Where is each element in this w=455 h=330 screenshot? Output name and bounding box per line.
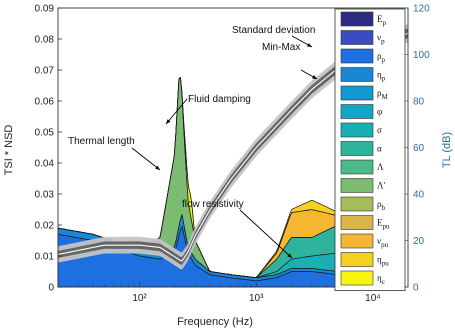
y-right-tick-label: 80 — [413, 97, 425, 108]
legend-swatch-3 — [340, 67, 374, 82]
y-tick-label: 0.06 — [35, 97, 55, 108]
legend-label-6: σ — [377, 125, 382, 135]
annotation-arrow-minmax-head — [312, 75, 317, 79]
y-right-tick-label: 100 — [413, 50, 430, 61]
legend-label-8: Λ — [377, 162, 384, 172]
legend-label-9: Λ' — [377, 181, 386, 191]
x-tick-label: 10⁴ — [365, 293, 380, 304]
y-axis-label: TSI * NSD — [3, 125, 15, 176]
annotation-flow-resistivity: flow resistivity — [182, 199, 244, 210]
y-tick-label: 0.03 — [35, 190, 55, 201]
y-tick-label: 0.08 — [35, 35, 55, 46]
legend-label-7: α — [377, 144, 382, 154]
legend-swatch-8 — [340, 159, 374, 175]
legend-swatch-6 — [340, 122, 374, 138]
legend-label-1: νp — [377, 33, 385, 46]
y-right-tick-label: 60 — [413, 143, 425, 154]
annotation-arrow-flow-head — [287, 253, 292, 258]
legend-swatch-12 — [340, 233, 374, 249]
legend-label-14: ηc — [377, 273, 385, 286]
x-tick-label: 10² — [132, 293, 147, 304]
y-right-tick-label: 0 — [413, 283, 419, 294]
y-tick-label: 0.05 — [35, 128, 55, 139]
legend-swatch-10 — [340, 196, 374, 212]
annotation-arrow-fluid-head — [166, 119, 171, 124]
legend-label-4: ρM — [377, 88, 389, 101]
y-tick-label: 0.09 — [35, 4, 55, 15]
legend-swatch-11 — [340, 215, 374, 230]
legend-label-5: φ — [377, 107, 382, 117]
x-axis-label: Frequency (Hz) — [177, 316, 253, 328]
annotation-fluid-damping: Fluid damping — [188, 94, 251, 105]
legend-label-3: ηp — [377, 70, 386, 83]
y-axis-label-right: TL (dB) — [441, 132, 453, 168]
legend-swatch-7 — [340, 141, 374, 156]
y-right-tick-label: 40 — [413, 190, 425, 201]
legend-swatch-14 — [340, 270, 374, 286]
annotation-arrow-fluid — [165, 98, 188, 125]
annotation-arrow-thermal-head — [155, 165, 160, 170]
y-tick-label: 0.02 — [35, 221, 55, 232]
legend-label-13: ηpu — [377, 255, 389, 268]
annotation-thermal-length: Thermal length — [68, 136, 135, 147]
y-tick-label: 0.01 — [35, 252, 55, 263]
y-tick-label: 0.07 — [35, 66, 55, 77]
y-right-tick-label: 20 — [413, 236, 425, 247]
legend-label-12: νpu — [377, 236, 389, 249]
legend-label-2: ρp — [377, 51, 386, 64]
y-tick-label: 0 — [48, 283, 54, 294]
legend-swatch-1 — [340, 30, 374, 45]
legend-swatch-9 — [340, 178, 374, 193]
legend-label-11: Epu — [377, 218, 390, 231]
legend-swatch-2 — [340, 48, 374, 64]
annotation-min-max: Min-Max — [262, 42, 300, 53]
legend-swatch-4 — [340, 85, 374, 101]
legend-swatch-13 — [340, 252, 374, 267]
legend-label-0: Ep — [377, 14, 387, 27]
annotation-arrow-flow — [239, 209, 293, 259]
legend-label-10: ρb — [377, 199, 386, 212]
legend-swatch-0 — [340, 11, 374, 27]
y-right-tick-label: 120 — [413, 4, 430, 15]
annotation-standard-deviation: Standard deviation — [232, 25, 315, 36]
legend-swatch-5 — [340, 104, 374, 119]
annotations: Standard deviation Min-Max Fluid damping Th… — [68, 25, 318, 259]
annotation-arrow-std-head — [307, 43, 312, 47]
annotation-arrow-thermal — [131, 147, 161, 171]
x-tick-label: 10³ — [249, 293, 264, 304]
y-tick-label: 0.04 — [35, 159, 55, 170]
axes: 0 0.01 0.02 0.03 0.04 0.05 0.06 0.07 0.08 0.09 0 20… — [35, 4, 431, 305]
